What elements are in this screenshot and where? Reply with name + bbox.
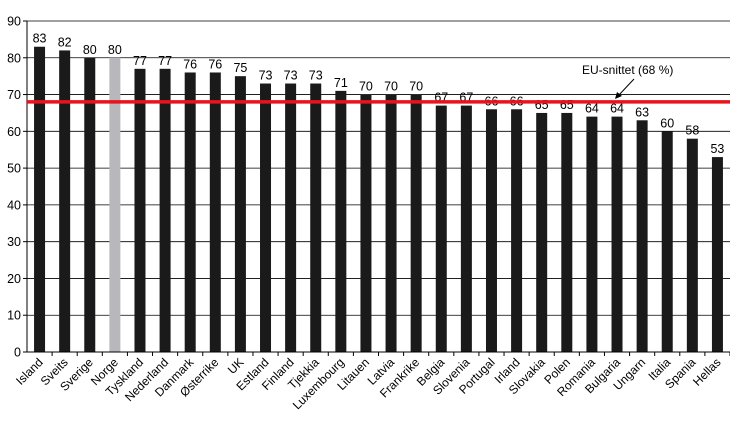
y-tick-label: 90 — [7, 15, 21, 29]
bar — [310, 83, 322, 353]
data-label: 60 — [660, 116, 674, 130]
data-label: 70 — [409, 80, 423, 94]
data-label: 53 — [710, 142, 724, 156]
bar — [134, 68, 146, 353]
bar — [159, 68, 171, 353]
data-label: 76 — [183, 57, 197, 71]
data-label: 58 — [685, 124, 699, 138]
data-label: 73 — [259, 69, 273, 83]
eu-average-arrowhead — [615, 92, 622, 99]
y-tick-label: 60 — [7, 125, 21, 139]
bar — [184, 72, 196, 352]
data-label: 73 — [309, 69, 323, 83]
bar — [661, 131, 673, 352]
data-label: 75 — [233, 61, 247, 75]
eu-average-label: EU-snittet (68 %) — [582, 63, 673, 77]
data-label: 80 — [108, 43, 122, 57]
data-label: 80 — [83, 43, 97, 57]
data-label: 65 — [535, 98, 549, 112]
bar — [435, 105, 447, 352]
data-label: 77 — [158, 54, 172, 68]
bar — [84, 57, 96, 353]
data-label: 83 — [33, 32, 47, 46]
bar — [586, 116, 598, 352]
bar — [360, 94, 372, 353]
bar — [611, 116, 623, 352]
bar — [485, 109, 497, 353]
eu-average-arrow — [617, 78, 635, 97]
data-label: 73 — [284, 69, 298, 83]
y-tick-label: 80 — [7, 51, 21, 65]
y-tick-labels: 0 10 20 30 40 50 60 70 80 90 — [7, 15, 21, 360]
data-label: 70 — [384, 80, 398, 94]
data-label: 77 — [133, 54, 147, 68]
y-tick-label: 20 — [7, 272, 21, 286]
bar — [260, 83, 272, 353]
bar — [109, 57, 121, 353]
bar — [686, 138, 698, 352]
data-label: 70 — [359, 80, 373, 94]
reference-line-group: EU-snittet (68 %) — [27, 63, 730, 104]
bar — [536, 112, 548, 352]
bar — [59, 50, 71, 353]
bar — [511, 109, 523, 353]
data-label: 64 — [585, 102, 599, 116]
bar — [285, 83, 297, 353]
bar — [410, 94, 422, 353]
category-label: Hellas — [690, 355, 723, 388]
bar — [209, 72, 221, 352]
data-label: 76 — [208, 57, 222, 71]
y-tick-label: 10 — [7, 309, 21, 323]
bar — [711, 157, 723, 352]
bars — [34, 46, 730, 356]
bar — [335, 90, 347, 352]
category-labels: IslandSveitsSverigeNorgeTysklandNederlan… — [13, 355, 723, 413]
y-tick-label: 40 — [7, 198, 21, 212]
bar — [636, 120, 648, 352]
axes — [26, 21, 730, 353]
bar — [34, 46, 46, 352]
data-label: 63 — [635, 105, 649, 119]
y-tick-label: 50 — [7, 162, 21, 176]
bar — [385, 94, 397, 353]
data-label: 82 — [58, 35, 72, 49]
y-tick-label: 70 — [7, 88, 21, 102]
bar — [460, 105, 472, 352]
category-label: Island — [13, 355, 46, 388]
data-label: 65 — [560, 98, 574, 112]
data-label: 71 — [334, 76, 348, 90]
y-tick-label: 30 — [7, 235, 21, 249]
bar — [561, 112, 573, 352]
data-label: 64 — [610, 102, 624, 116]
y-tick-label: 0 — [14, 346, 21, 360]
bar — [234, 76, 246, 353]
